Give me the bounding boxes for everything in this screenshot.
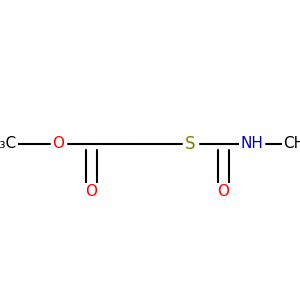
Text: S: S <box>185 135 196 153</box>
Text: CH₃: CH₃ <box>284 136 300 152</box>
Text: O: O <box>52 136 64 152</box>
Text: H₃C: H₃C <box>0 136 16 152</box>
Text: O: O <box>218 184 230 200</box>
Text: NH: NH <box>241 136 263 152</box>
Text: O: O <box>85 184 98 200</box>
